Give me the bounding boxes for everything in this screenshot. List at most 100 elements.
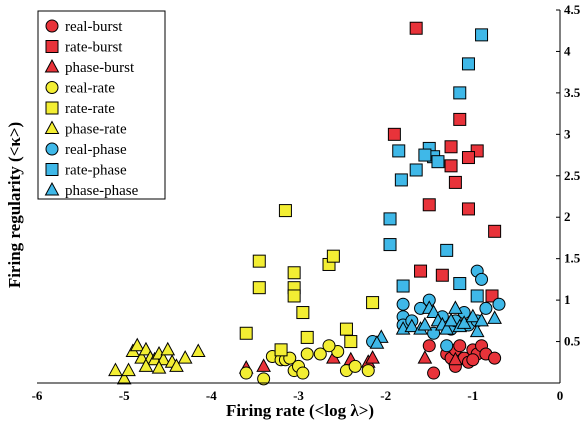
point-phase-rate (160, 341, 176, 356)
point-phase-phase (465, 308, 481, 323)
x-tick-label: -4 (206, 388, 217, 403)
y-axis-label: Firing regularity (<κ>) (5, 122, 24, 288)
legend-marker-rate-phase (45, 163, 59, 176)
point-rate-rate (252, 281, 266, 295)
point-rate-phase (396, 279, 410, 293)
y-tick-label: 2 (564, 209, 571, 224)
point-rate-phase (383, 238, 397, 252)
point-rate-rate (366, 296, 380, 310)
point-real-rate (239, 366, 253, 380)
point-real-burst (466, 353, 480, 367)
point-rate-burst (444, 140, 458, 154)
legend-label-phase-burst: phase-burst (65, 60, 135, 76)
point-rate-burst (409, 21, 423, 35)
point-rate-phase (453, 86, 467, 100)
point-phase-rate (129, 337, 145, 352)
point-real-phase (479, 301, 493, 315)
point-real-phase (396, 297, 410, 311)
y-tick-label: 3.5 (564, 85, 581, 100)
point-phase-rate (108, 362, 123, 377)
point-rate-phase (470, 289, 484, 303)
point-rate-burst (435, 268, 449, 282)
point-rate-rate (287, 266, 301, 280)
point-rate-phase (394, 173, 408, 187)
axes (37, 10, 561, 384)
point-phase-phase (417, 316, 433, 331)
point-phase-phase (469, 323, 485, 338)
point-real-burst (453, 339, 467, 353)
point-rate-rate (326, 249, 340, 263)
point-rate-burst (414, 264, 428, 278)
point-rate-phase (461, 57, 475, 71)
point-real-rate (322, 339, 336, 353)
x-tick-labels: -6 -5 -4 -3 -2 -1 0 (32, 388, 564, 403)
point-phase-phase (439, 321, 455, 335)
point-real-rate (348, 359, 362, 373)
x-tick-label: -6 (32, 388, 43, 403)
point-phase-rate (177, 350, 193, 364)
point-real-rate (257, 372, 271, 386)
point-rate-rate (274, 343, 288, 357)
point-rate-rate (287, 289, 301, 303)
legend-label-real-rate: real-rate (65, 81, 115, 97)
point-real-rate (361, 364, 375, 378)
y-tick-label: 1.5 (564, 251, 581, 266)
legend-marker-real-rate (45, 81, 59, 94)
point-phase-phase (474, 312, 489, 327)
point-rate-phase (392, 144, 406, 158)
legend-label-phase-rate: phase-rate (65, 122, 127, 138)
point-real-phase (475, 272, 489, 286)
point-phase-phase (404, 318, 420, 333)
point-rate-phase (453, 277, 467, 291)
point-phase-rate (116, 370, 132, 385)
point-phase-rate (138, 341, 154, 356)
point-phase-phase (426, 304, 441, 319)
legend-marker-phase-rate (44, 120, 60, 134)
point-real-rate (300, 347, 314, 361)
point-rate-burst (387, 127, 401, 141)
legend-marker-rate-burst (45, 40, 59, 53)
point-real-rate (313, 347, 327, 361)
legend-marker-rate-rate (45, 101, 59, 115)
legend-box (37, 10, 166, 200)
y-tick-label: 4.5 (564, 2, 581, 17)
point-rate-burst (422, 198, 436, 212)
legend-label-rate-burst: rate-burst (65, 40, 123, 56)
y-tick-labels: 0.5 1 1.5 2 2.5 3 3.5 4 4.5 (556, 2, 581, 349)
legend: real-burst rate-burst phase-burst real-rate… (37, 10, 166, 200)
legend-label-real-burst: real-burst (65, 19, 123, 35)
point-real-phase (492, 297, 506, 311)
point-rate-burst (461, 151, 475, 165)
legend-marker-real-burst (45, 19, 59, 33)
point-rate-burst (488, 224, 502, 238)
legend-label-real-phase: real-phase (65, 142, 127, 158)
point-phase-burst (417, 350, 433, 364)
point-rate-rate (239, 326, 253, 340)
x-tick-label: -5 (119, 388, 130, 403)
point-rate-rate (339, 322, 353, 336)
x-axis-label: Firing rate (<log λ>) (226, 401, 374, 420)
point-rate-rate (252, 254, 266, 268)
point-phase-burst (448, 351, 463, 366)
x-tick-label: -1 (467, 388, 478, 403)
point-rate-phase (418, 148, 432, 162)
point-phase-rate (156, 351, 171, 366)
x-tick-label: -2 (380, 388, 391, 403)
point-phase-phase (443, 312, 459, 327)
point-phase-burst (256, 358, 271, 372)
point-phase-rate (134, 350, 149, 364)
point-rate-phase (475, 28, 489, 42)
legend-marker-phase-burst (44, 58, 60, 73)
x-tick-label: 0 (557, 388, 564, 403)
y-tick-label: 4 (564, 43, 571, 58)
point-rate-burst (461, 202, 475, 216)
point-rate-burst (485, 289, 499, 303)
point-phase-phase (448, 300, 463, 314)
point-phase-rate (169, 358, 184, 372)
y-tick-label: 2.5 (564, 168, 581, 183)
point-real-burst (427, 366, 441, 380)
point-rate-burst (448, 175, 462, 189)
legend-marker-phase-phase (44, 181, 60, 196)
point-rate-phase (383, 212, 397, 226)
